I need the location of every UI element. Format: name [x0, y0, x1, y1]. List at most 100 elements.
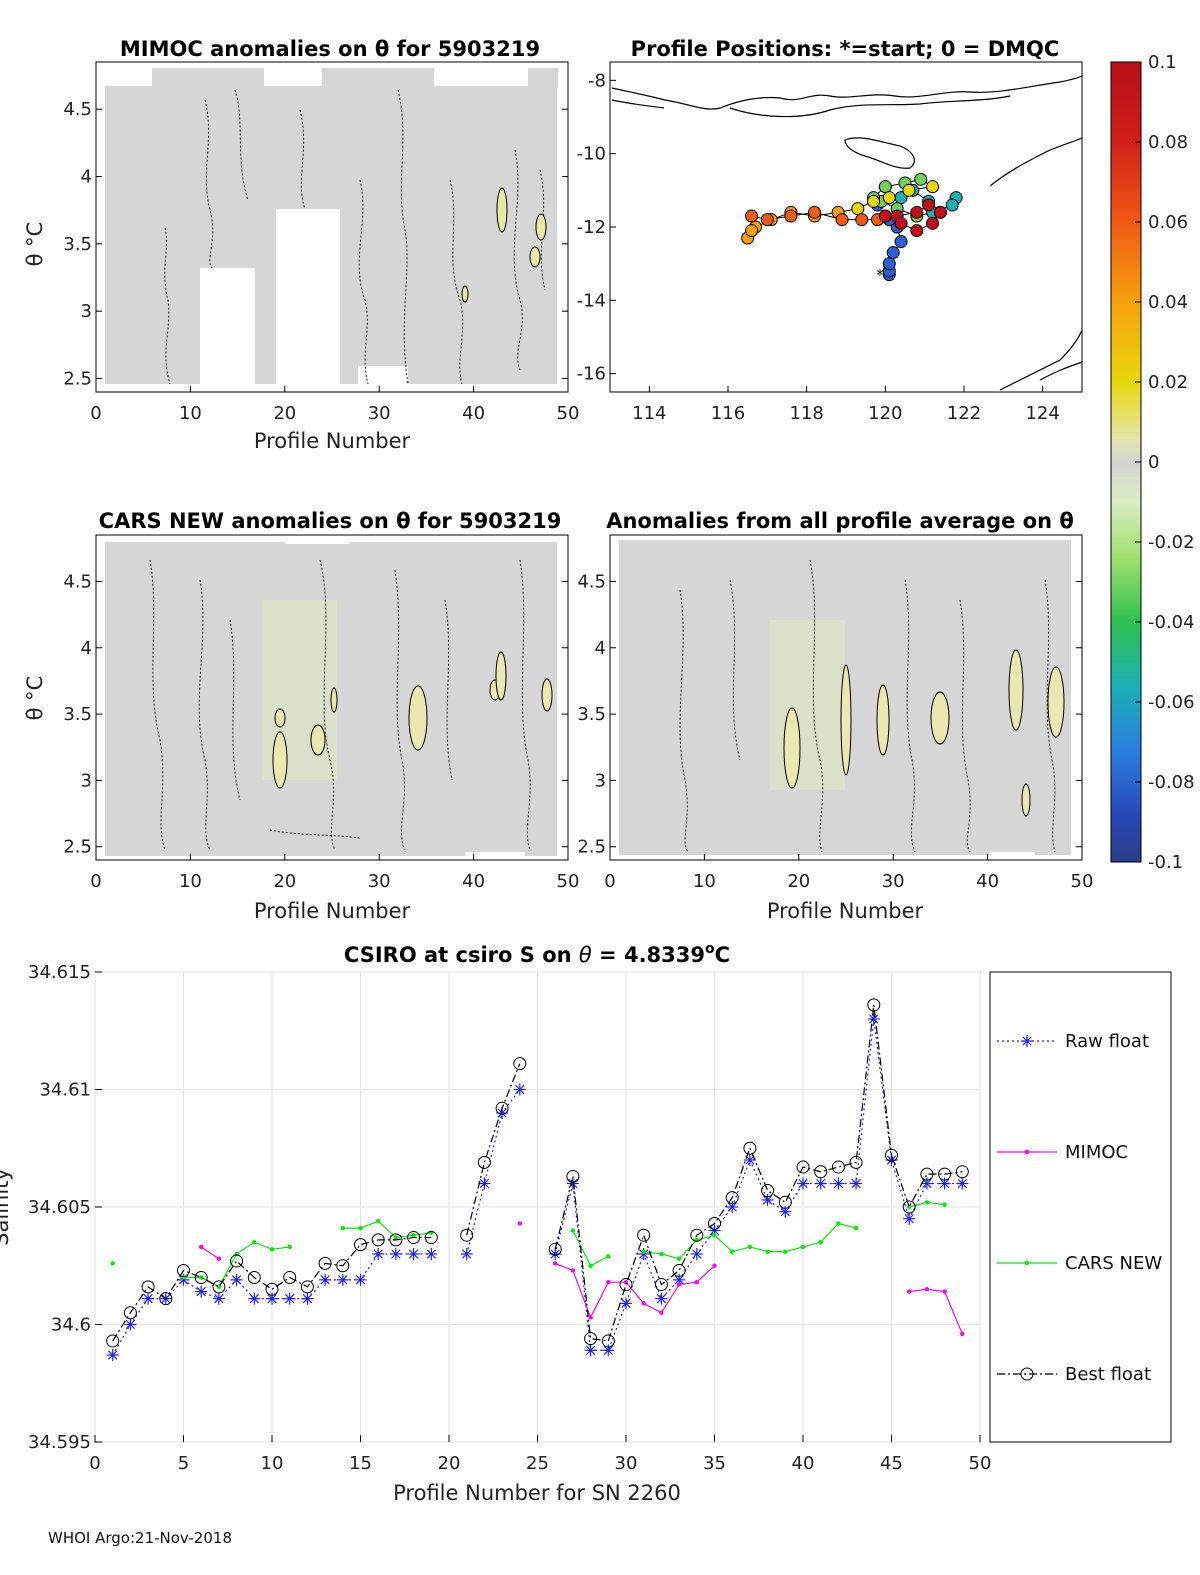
data-point	[588, 1315, 593, 1320]
positions-y-ticks: -8 -10 -12 -14 -16	[577, 70, 616, 385]
legend-items: Raw float MIMOC CARS NEW Best float	[997, 1031, 1162, 1385]
x-tick-label: 35	[703, 1453, 726, 1474]
x-tick-label: 5	[178, 1453, 189, 1474]
data-point	[690, 1228, 704, 1242]
data-point	[708, 1224, 721, 1237]
data-point	[376, 1218, 381, 1224]
data-point	[853, 1225, 859, 1231]
data-point	[318, 1256, 332, 1270]
cars-contours	[149, 559, 531, 851]
x-tick-label: 20	[787, 871, 810, 892]
data-point	[606, 1254, 611, 1259]
colorbar-tick-label: 0.1	[1148, 52, 1177, 73]
y-tick-label: 3.5	[577, 704, 606, 725]
x-tick-label: 20	[273, 871, 296, 892]
x-tick-label: 30	[368, 403, 391, 424]
series-line-segment	[909, 1288, 963, 1335]
data-point	[287, 1244, 292, 1250]
data-point	[960, 1331, 965, 1337]
colorbar-tick-label: 0	[1148, 452, 1159, 473]
data-point	[340, 1225, 345, 1231]
legend-marker	[1024, 1149, 1030, 1155]
colorbar-tick-label: -0.08	[1148, 772, 1195, 793]
y-tick-label: 34.61	[39, 1080, 91, 1101]
start-asterisk: *	[876, 266, 884, 284]
data-point	[407, 1231, 421, 1245]
salinity-xlabel: Profile Number for SN 2260	[393, 1481, 681, 1505]
x-tick-label: 40	[976, 871, 999, 892]
cars-title: CARS NEW anomalies on θ for 5903219	[99, 509, 562, 533]
cars-panel: CARS NEW anomalies on θ for 5903219 2.5	[23, 509, 579, 923]
data-point	[553, 1261, 558, 1266]
data-point	[761, 1193, 774, 1206]
data-point	[655, 1292, 668, 1305]
series-line-segment	[342, 1220, 432, 1239]
salinity-panel: CSIRO at csiro S on θ = 4.8339oC 34.5953…	[0, 941, 991, 1505]
positions-x-ticks: 114 116 118 120 122 124	[632, 386, 1060, 424]
data-point	[212, 1292, 225, 1305]
data-point	[694, 1280, 699, 1285]
colorbar-tick-label: -0.02	[1148, 532, 1195, 553]
allavg-positive-patches	[783, 649, 1065, 817]
data-point	[712, 1233, 717, 1238]
colorbar-tick-label: 0.08	[1148, 132, 1188, 153]
data-point	[814, 1177, 827, 1190]
profile-position-marker	[902, 183, 916, 197]
x-tick-label: 0	[90, 403, 101, 424]
cars-x-ticks: 0 10 20 30 40 50	[90, 854, 579, 892]
salinity-y-ticks: 34.595 34.6 34.605 34.61 34.615	[28, 962, 102, 1453]
data-point	[300, 1280, 314, 1294]
y-tick-label: 4.5	[63, 99, 92, 120]
positions-panel: Profile Positions: *=start; 0 = DMQC * -…	[577, 37, 1083, 424]
data-point	[199, 1275, 204, 1280]
data-point	[690, 1248, 703, 1260]
x-tick-label: 0	[604, 871, 615, 892]
salinity-x-ticks: 0 5 10 15 20 25 30 35 40 45 50	[89, 1435, 991, 1474]
data-point	[601, 1334, 615, 1348]
data-point	[358, 1225, 363, 1231]
data-point	[606, 1280, 611, 1285]
y-tick-label: 3	[81, 770, 92, 791]
x-tick-label: 114	[632, 403, 666, 424]
x-tick-label: 124	[1025, 403, 1059, 424]
x-tick-label: 10	[179, 403, 202, 424]
data-point	[725, 1191, 739, 1205]
y-tick-label: 4	[595, 638, 606, 659]
x-tick-label: 40	[462, 871, 485, 892]
y-tick-label: 34.6	[51, 1315, 91, 1336]
cars-missing-top	[285, 536, 350, 544]
data-point	[676, 1256, 682, 1261]
mimoc-field-top-a	[152, 68, 264, 88]
profile-position-marker	[894, 235, 908, 249]
data-point	[123, 1306, 137, 1320]
data-point	[319, 1273, 332, 1286]
data-point	[389, 1233, 403, 1247]
cars-xlabel: Profile Number	[254, 899, 411, 923]
data-point	[584, 1344, 597, 1357]
data-point	[372, 1248, 385, 1260]
x-tick-label: 45	[880, 1453, 903, 1474]
colorbar-tick-label: 0.02	[1148, 372, 1188, 393]
data-point	[907, 1204, 912, 1210]
mimoc-xlabel: Profile Number	[254, 429, 411, 453]
legend-box	[989, 971, 1172, 1443]
data-point	[110, 1261, 115, 1266]
salinity-title: CSIRO at csiro S on θ = 4.8339oC	[344, 941, 730, 967]
data-point	[623, 1280, 629, 1285]
data-point	[460, 1228, 474, 1242]
data-point	[283, 1292, 296, 1305]
data-point	[836, 1221, 841, 1226]
series-cars-new	[110, 1200, 947, 1290]
data-point	[425, 1248, 438, 1260]
x-tick-label: 25	[526, 1453, 549, 1474]
x-tick-label: 30	[882, 871, 905, 892]
data-point	[637, 1228, 651, 1242]
data-point	[619, 1278, 633, 1292]
data-point	[641, 1301, 646, 1306]
allavg-missing-bottom	[990, 852, 1035, 858]
x-tick-label: 20	[438, 1453, 461, 1474]
data-point	[850, 1177, 863, 1190]
series-line-segment	[112, 1236, 432, 1342]
data-point	[783, 1249, 788, 1254]
x-tick-label: 30	[615, 1453, 638, 1474]
